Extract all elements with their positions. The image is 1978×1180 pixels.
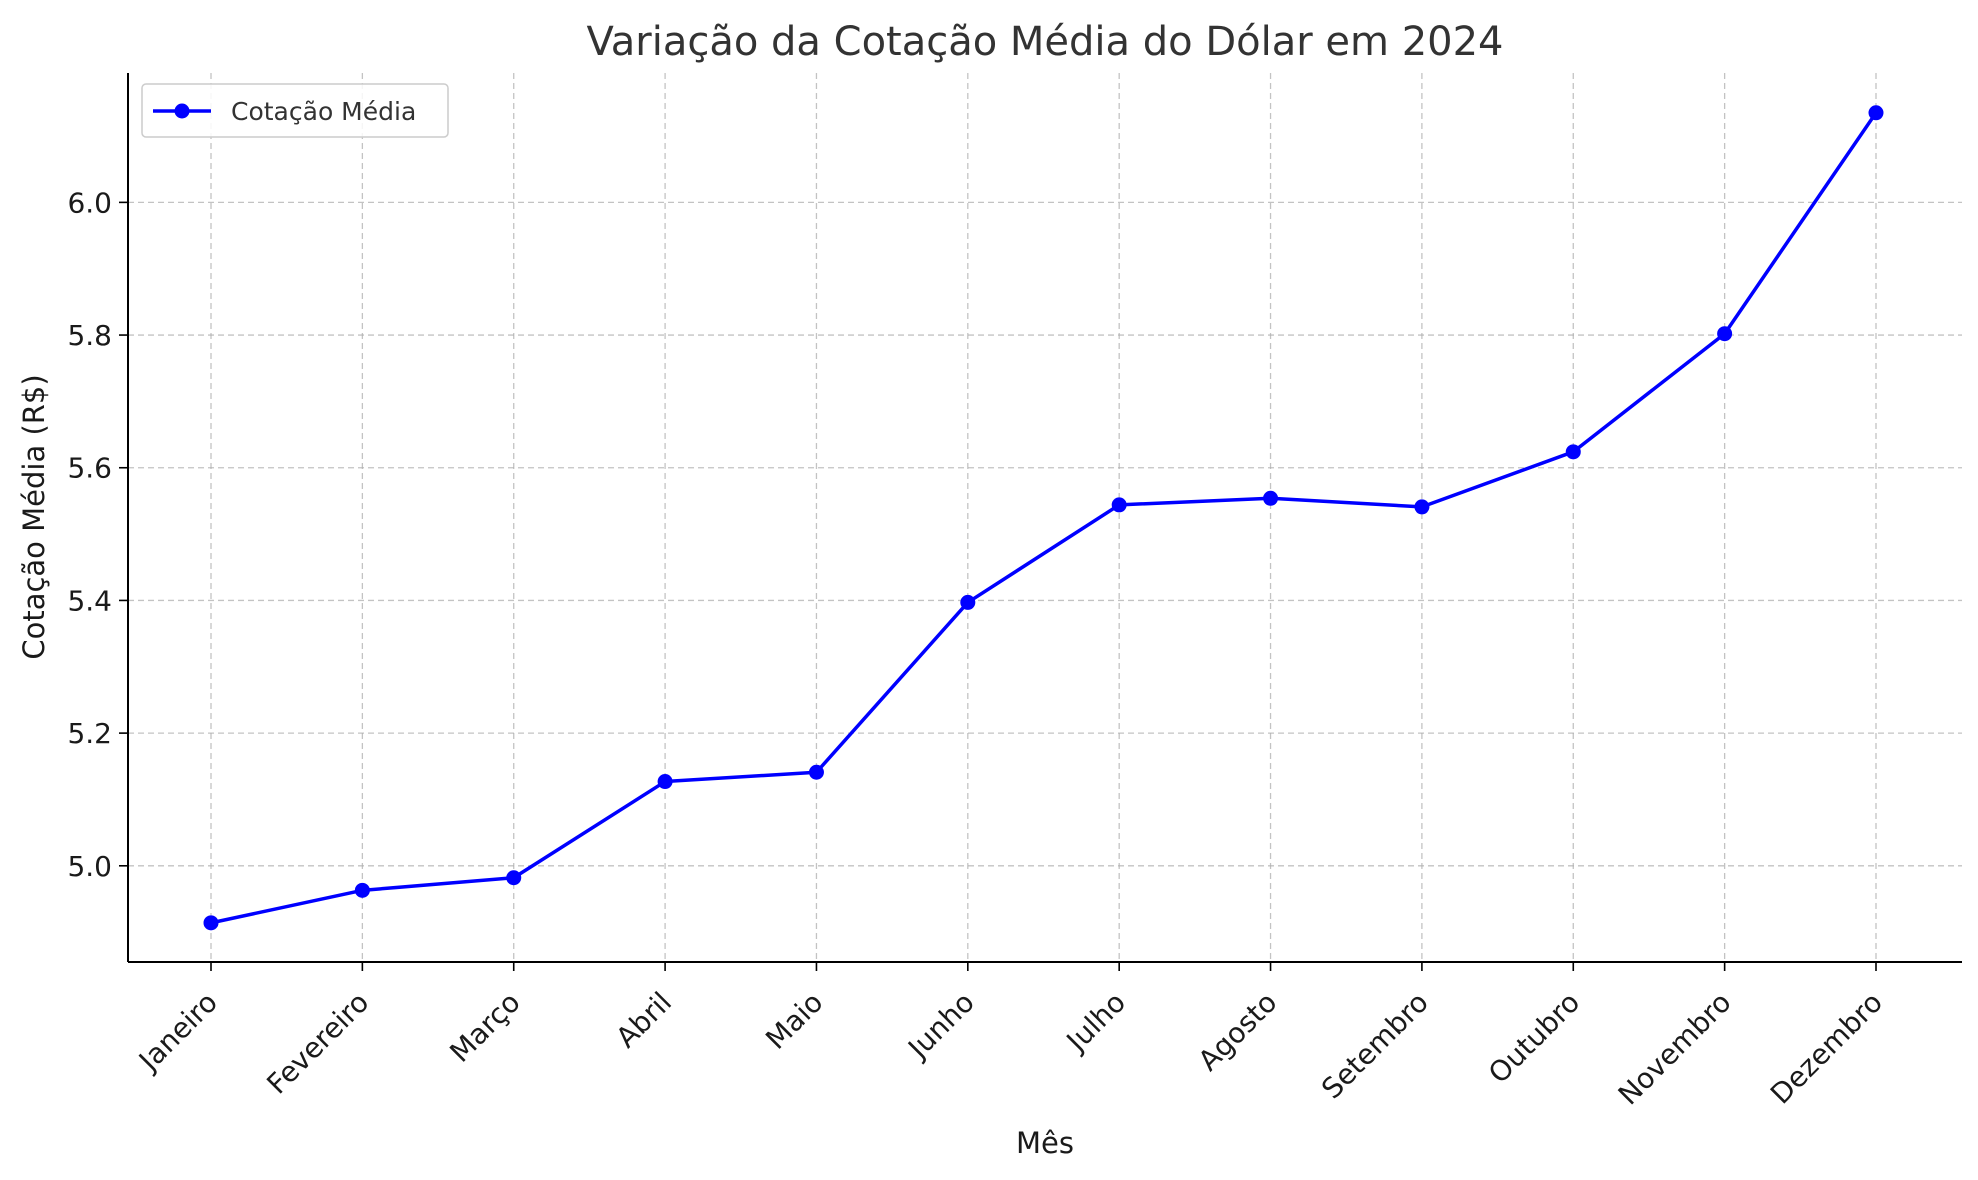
x-tick-label: Janeiro	[131, 986, 224, 1079]
x-tick-label: Agosto	[1192, 986, 1284, 1078]
series-line	[210, 111, 1878, 925]
x-tick-label: Maio	[759, 986, 829, 1056]
grid-lines	[128, 73, 1962, 962]
data-point	[506, 870, 522, 886]
y-tick-label: 6.0	[67, 186, 112, 219]
data-point	[1868, 105, 1884, 121]
y-tick-label: 5.6	[67, 452, 112, 485]
data-point	[808, 764, 824, 780]
axes-spines	[127, 73, 1962, 963]
series-layer	[203, 105, 1884, 931]
y-axis-ticks: 5.0 5.2 5.4 5.6 5.8 6.0	[67, 186, 128, 883]
legend-marker-swatch	[174, 103, 190, 119]
data-point	[657, 774, 673, 790]
x-tick-label: Fevereiro	[260, 986, 375, 1101]
data-point	[1263, 490, 1279, 506]
x-tick-label: Novembro	[1612, 986, 1738, 1112]
x-tick-label: Julho	[1059, 986, 1132, 1059]
y-axis-label: Cotação Média (R$)	[17, 374, 51, 659]
x-axis-ticks: Janeiro Fevereiro Março Abril Maio Junho Julho…	[131, 962, 1889, 1111]
data-point	[354, 882, 370, 898]
legend-box	[141, 83, 449, 138]
x-tick-label: Setembro	[1315, 986, 1435, 1106]
data-point	[203, 915, 219, 931]
chart-title: Variação da Cotação Média do Dólar em 20…	[586, 19, 1503, 65]
data-point	[1111, 497, 1127, 513]
x-axis-label: Mês	[1016, 1126, 1074, 1160]
x-tick-label: Março	[443, 986, 526, 1069]
x-tick-label: Outubro	[1482, 986, 1586, 1090]
y-tick-label: 5.2	[67, 717, 112, 750]
y-tick-label: 5.0	[67, 850, 112, 883]
legend-entry-label: Cotação Média	[231, 97, 416, 126]
data-point	[1717, 326, 1733, 342]
x-tick-label: Dezembro	[1764, 986, 1889, 1111]
legend: Cotação Média	[141, 83, 449, 138]
y-tick-label: 5.4	[67, 584, 112, 617]
x-tick-label: Junho	[900, 986, 980, 1066]
data-point	[1565, 444, 1581, 460]
y-tick-label: 5.8	[67, 319, 112, 352]
data-point	[1414, 499, 1430, 515]
x-tick-label: Abril	[609, 986, 678, 1055]
data-point	[960, 594, 976, 610]
